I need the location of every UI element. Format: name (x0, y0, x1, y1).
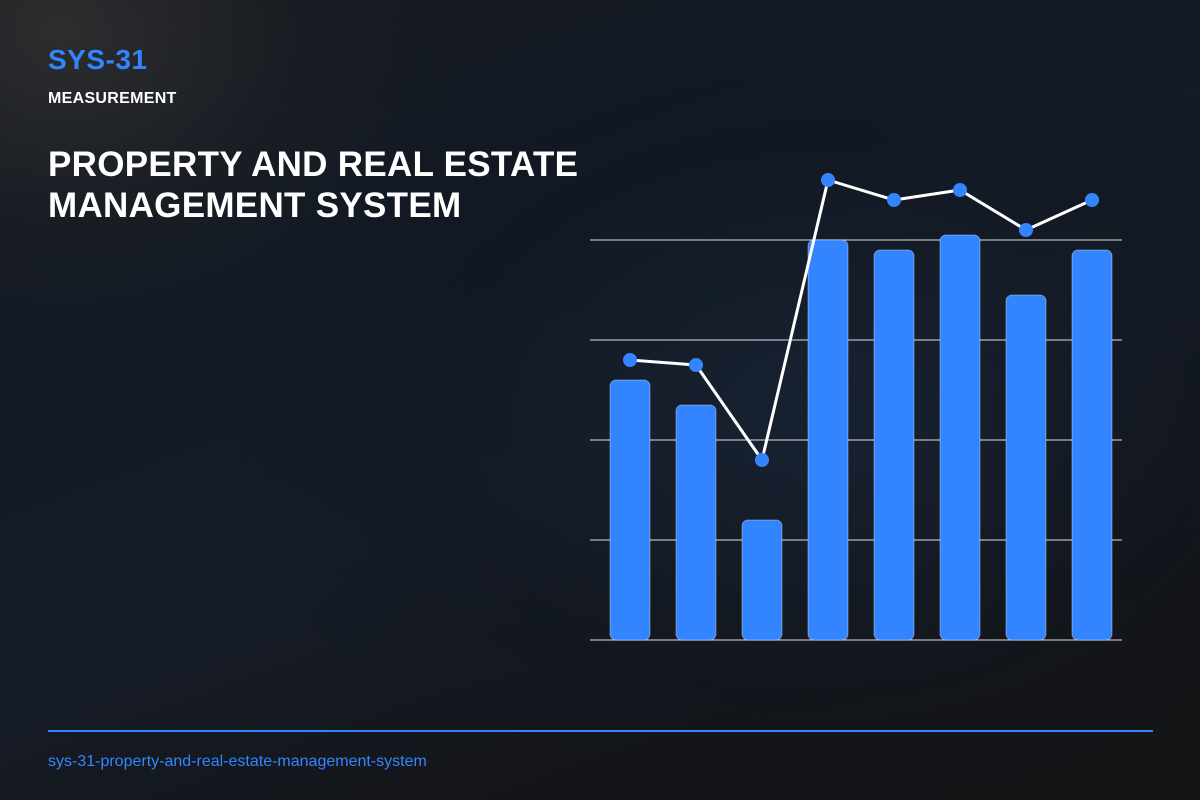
chart-bars (609, 234, 1113, 641)
chart-bar (1071, 249, 1113, 641)
chart-bar (675, 404, 717, 641)
chart-point (755, 453, 769, 467)
chart-bar (873, 249, 915, 641)
chart-bar (939, 234, 981, 641)
chart-point (623, 353, 637, 367)
brand-label: SYS-31 (48, 44, 148, 75)
chart-line (629, 178, 1093, 462)
chart-line-series (623, 173, 1099, 467)
page-title: PROPERTY AND REAL ESTATE MANAGEMENT SYST… (48, 145, 579, 225)
chart-point (821, 173, 835, 187)
chart-point (953, 183, 967, 197)
category-label: MEASUREMENT (48, 90, 177, 107)
chart-point (1085, 193, 1099, 207)
chart-point (1019, 223, 1033, 237)
chart-bar (609, 379, 651, 641)
footer-slug: sys-31-property-and-real-estate-manageme… (48, 753, 427, 770)
chart-bar (741, 519, 783, 641)
chart-bar (1005, 294, 1047, 641)
chart-bar (807, 239, 849, 641)
chart-point (689, 358, 703, 372)
chart-point (887, 193, 901, 207)
footer-divider (48, 730, 1153, 732)
